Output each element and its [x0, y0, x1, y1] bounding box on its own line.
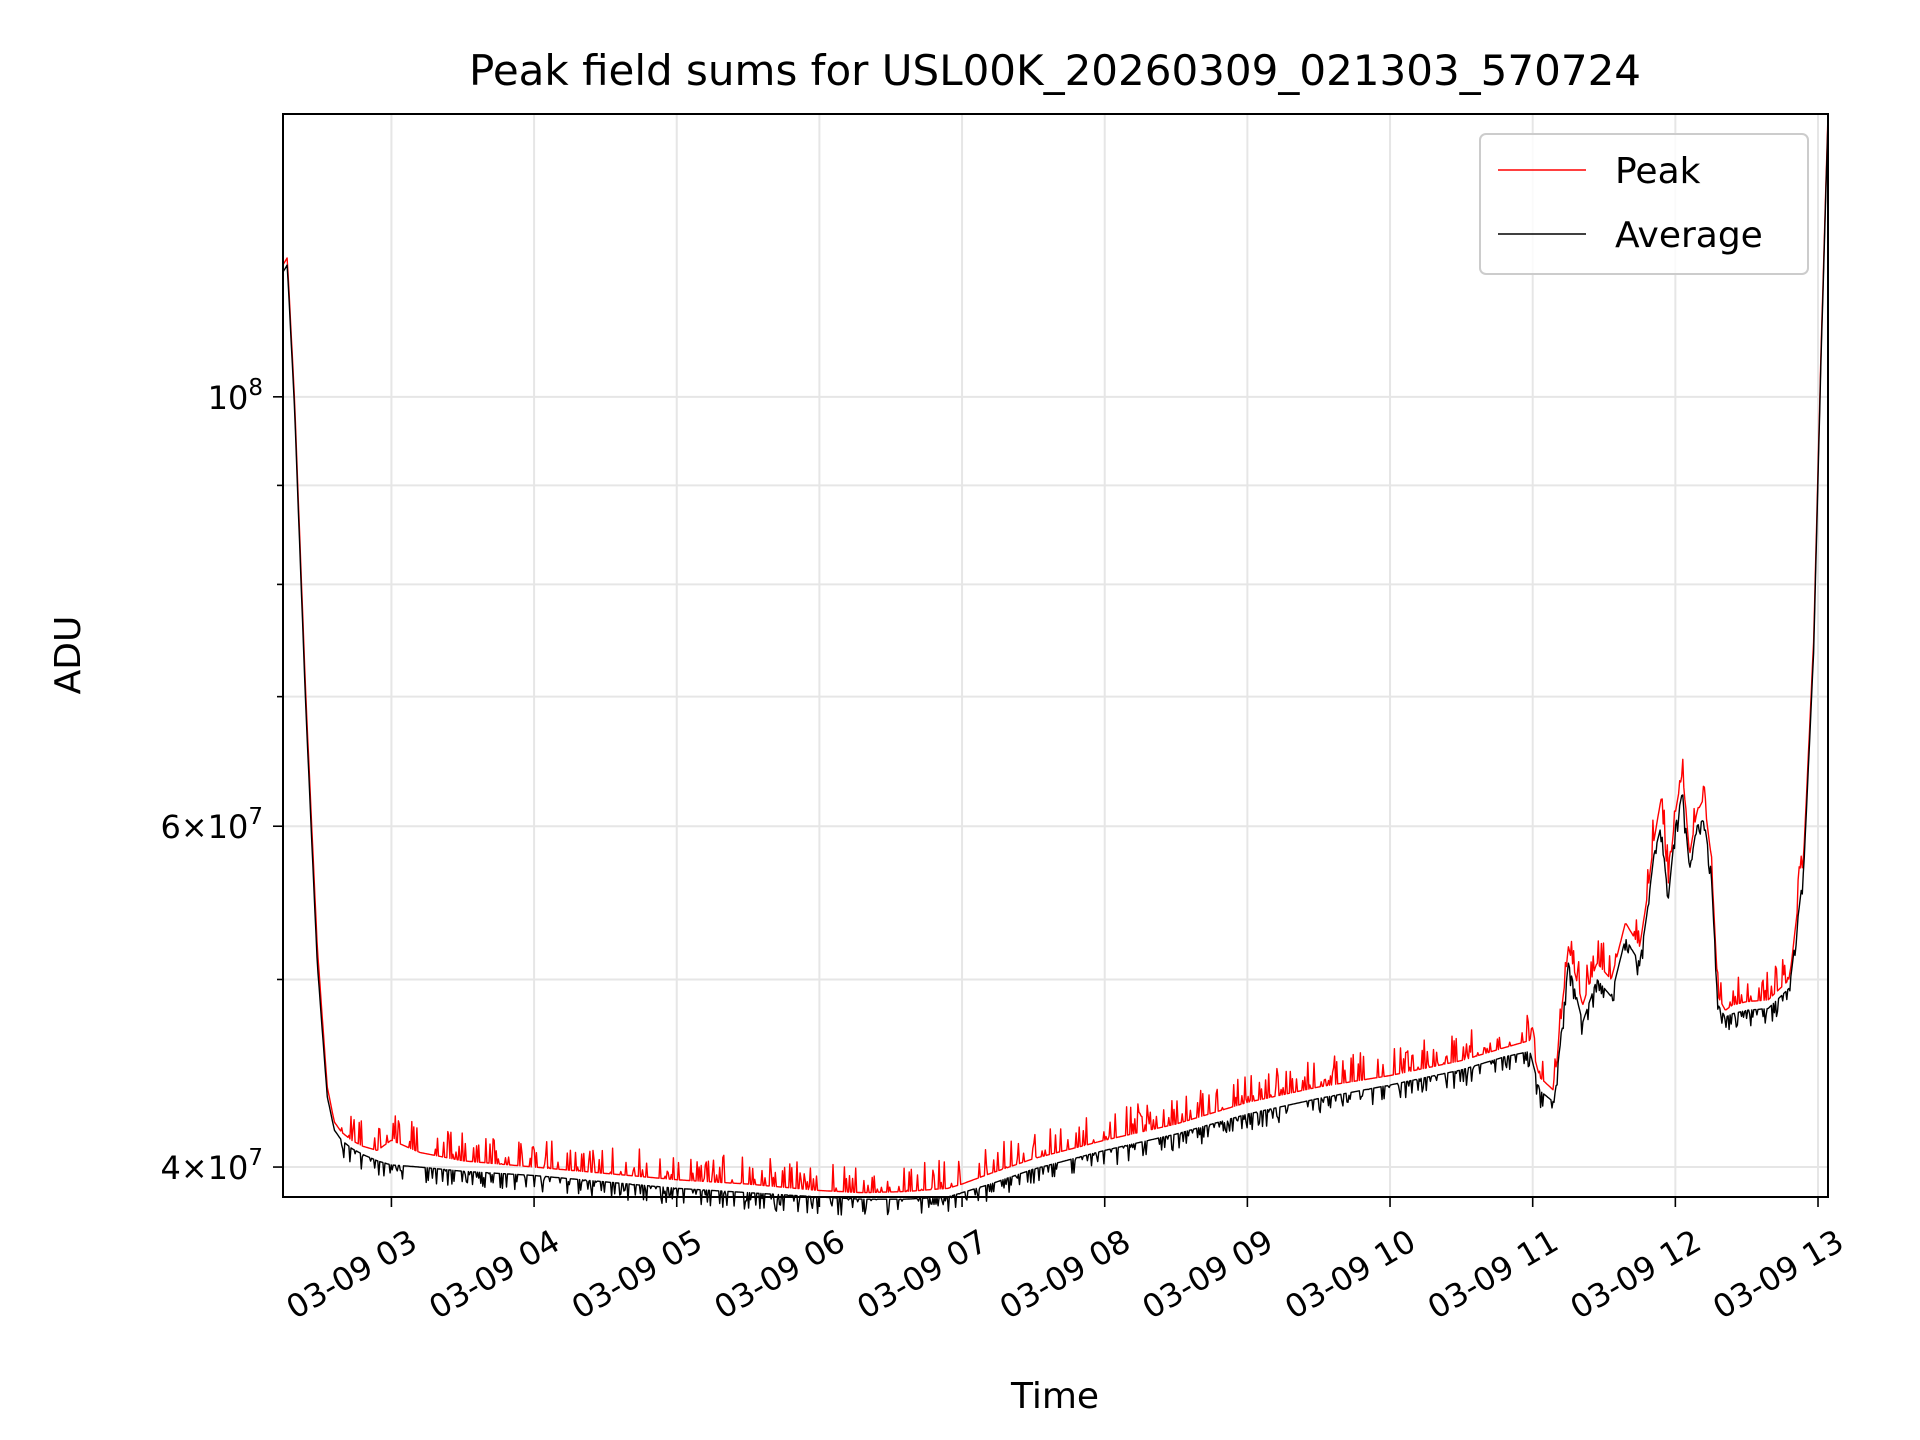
y-tick-label: 6×107: [160, 804, 263, 846]
chart-title: Peak field sums for USL00K_20260309_0213…: [469, 46, 1641, 95]
plot-area-frame: [282, 113, 1829, 1198]
legend-label-peak: Peak: [1615, 151, 1701, 192]
x-axis-label: Time: [1010, 1376, 1099, 1417]
y-axis-label: ADU: [48, 616, 89, 695]
series-line-average: [282, 119, 1829, 1216]
legend-label-average: Average: [1615, 215, 1763, 256]
legend-box: [1479, 133, 1809, 275]
y-tick-label: 108: [208, 375, 263, 417]
series-line-peak: [282, 113, 1829, 1194]
legend: Peak Average: [1479, 133, 1809, 275]
y-tick-label: 4×107: [160, 1145, 263, 1187]
series-layer: [282, 113, 1829, 1216]
